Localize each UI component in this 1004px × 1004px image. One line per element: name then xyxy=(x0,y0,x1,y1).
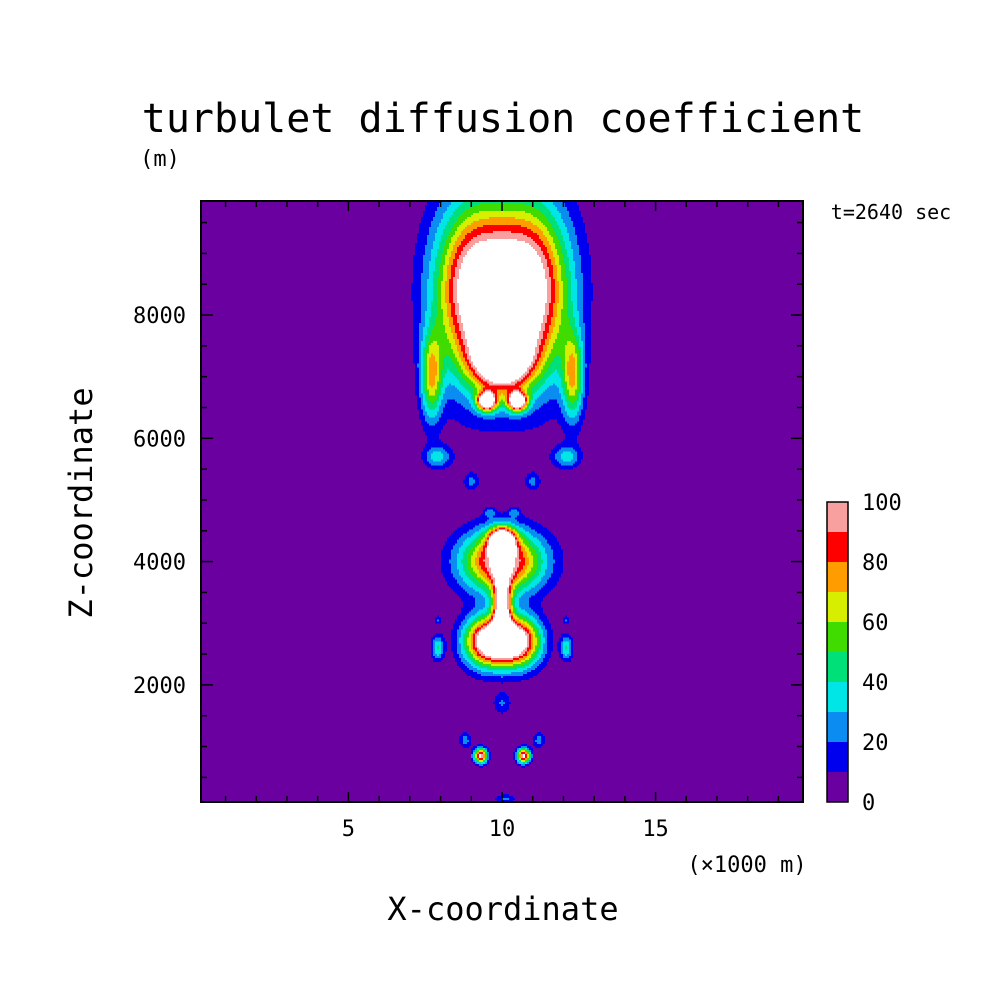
x-unit-label: (×1000 m) xyxy=(687,853,806,878)
x-tick-label: 15 xyxy=(642,817,669,842)
time-label: t=2640 sec xyxy=(831,200,951,224)
x-axis-ticks: 5 10 15 xyxy=(224,201,780,842)
y-tick-label: 2000 xyxy=(133,674,186,699)
y-tick-label: 6000 xyxy=(133,427,186,452)
colorbar-swatch xyxy=(827,652,848,682)
colorbar-swatch xyxy=(827,712,848,742)
colorbar-tick-label: 60 xyxy=(862,611,889,636)
colorbar-swatch xyxy=(827,742,848,772)
colorbar-swatch xyxy=(827,562,848,592)
colorbar-tick-label: 40 xyxy=(862,671,889,696)
x-axis-label: X-coordinate xyxy=(387,890,618,928)
y-tick-label: 8000 xyxy=(133,304,186,329)
x-tick-label: 5 xyxy=(342,817,355,842)
y-axis-ticks: 2000 4000 6000 8000 xyxy=(133,221,803,779)
chart-title: turbulet diffusion coefficient xyxy=(142,96,864,142)
colorbar-swatch xyxy=(827,622,848,652)
colorbar-tick-label: 80 xyxy=(862,551,889,576)
colorbar-swatch xyxy=(827,682,848,712)
y-axis-label: Z-coordinate xyxy=(62,387,100,618)
colorbar-tick-label: 100 xyxy=(862,491,902,516)
y-unit-label: (m) xyxy=(140,147,180,172)
y-tick-label: 4000 xyxy=(133,551,186,576)
x-tick-label: 10 xyxy=(489,817,516,842)
plot-area xyxy=(200,200,804,803)
diffusion-contour-field xyxy=(201,201,803,802)
colorbar: 0 20 40 60 80 100 xyxy=(826,491,902,816)
colorbar-swatch xyxy=(827,592,848,622)
colorbar-frame xyxy=(826,501,849,803)
colorbar-swatch xyxy=(827,532,848,562)
colorbar-swatch xyxy=(827,502,848,532)
colorbar-tick-label: 0 xyxy=(862,791,875,816)
colorbar-swatch xyxy=(827,772,848,802)
colorbar-tick-label: 20 xyxy=(862,731,889,756)
